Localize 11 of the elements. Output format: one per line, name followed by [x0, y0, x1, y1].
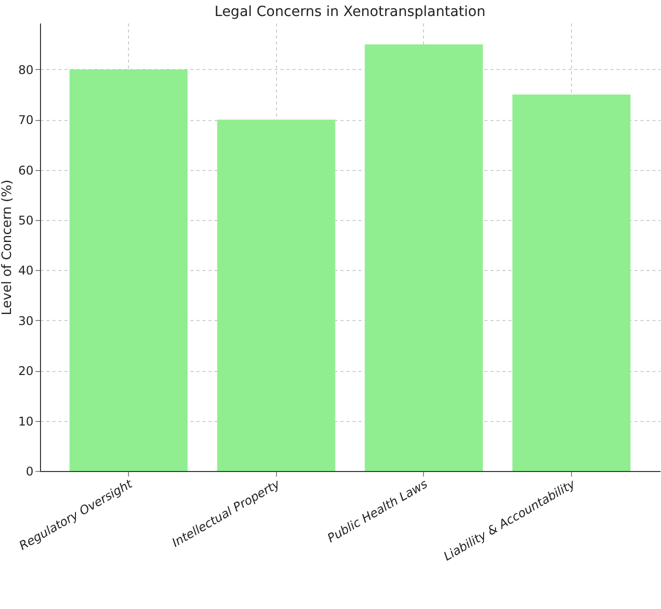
y-tick-label: 50	[18, 214, 34, 228]
y-tick-label: 10	[18, 414, 34, 428]
y-axis-title: Level of Concern (%)	[0, 180, 16, 316]
y-tick-label: 30	[18, 314, 34, 328]
y-tick-label: 0	[26, 464, 34, 478]
y-tick-label: 70	[18, 113, 34, 128]
y-tick-label: 60	[18, 163, 34, 178]
y-tick-label: 80	[18, 62, 34, 77]
y-tick-label: 20	[18, 364, 34, 378]
y-tick-label: 40	[18, 264, 34, 278]
chart-title: Legal Concerns in Xenotransplantation	[214, 4, 486, 20]
